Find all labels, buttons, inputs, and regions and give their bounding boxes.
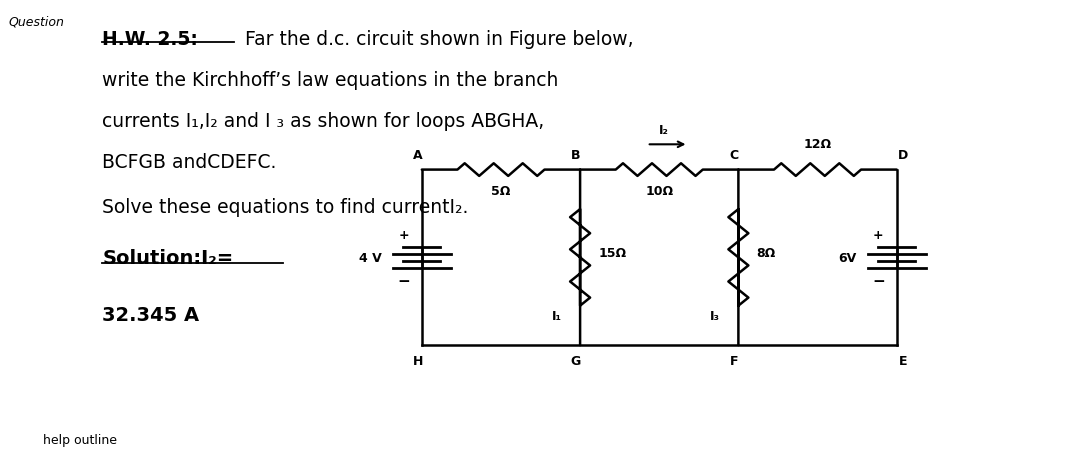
Text: D: D xyxy=(899,148,908,162)
Text: +: + xyxy=(398,228,408,242)
Text: Solution:I₂=: Solution:I₂= xyxy=(102,248,233,267)
Text: Solve these equations to find currentI₂.: Solve these equations to find currentI₂. xyxy=(102,198,469,217)
Text: F: F xyxy=(730,354,739,367)
Text: 8Ω: 8Ω xyxy=(757,246,776,259)
Text: BCFGB andCDEFC.: BCFGB andCDEFC. xyxy=(102,152,276,172)
Text: 15Ω: 15Ω xyxy=(599,246,627,259)
Text: −: − xyxy=(872,273,885,288)
Text: A: A xyxy=(413,148,422,162)
Text: Question: Question xyxy=(9,16,64,29)
Text: write the Kirchhoff’s law equations in the branch: write the Kirchhoff’s law equations in t… xyxy=(102,71,559,90)
Text: B: B xyxy=(571,148,580,162)
Text: H.W. 2.5:: H.W. 2.5: xyxy=(102,30,198,49)
Text: E: E xyxy=(899,354,907,367)
Text: currents I₁,I₂ and I ₃ as shown for loops ABGHA,: currents I₁,I₂ and I ₃ as shown for loop… xyxy=(102,111,544,131)
Text: 5Ω: 5Ω xyxy=(491,185,511,198)
Text: I₂: I₂ xyxy=(659,124,669,137)
Text: 32.345 A: 32.345 A xyxy=(102,305,199,324)
Text: help outline: help outline xyxy=(43,433,117,446)
Text: −: − xyxy=(397,273,410,288)
Text: 10Ω: 10Ω xyxy=(645,185,673,198)
Text: Far the d.c. circuit shown in Figure below,: Far the d.c. circuit shown in Figure bel… xyxy=(239,30,633,49)
Text: 12Ω: 12Ω xyxy=(803,138,832,151)
Text: 6V: 6V xyxy=(838,251,857,264)
Text: G: G xyxy=(571,354,582,367)
Text: I₃: I₃ xyxy=(711,309,720,322)
Text: 4 V: 4 V xyxy=(359,251,382,264)
Text: C: C xyxy=(730,148,739,162)
Text: H: H xyxy=(413,354,422,367)
Text: I₁: I₁ xyxy=(551,309,562,322)
Text: +: + xyxy=(873,228,884,242)
